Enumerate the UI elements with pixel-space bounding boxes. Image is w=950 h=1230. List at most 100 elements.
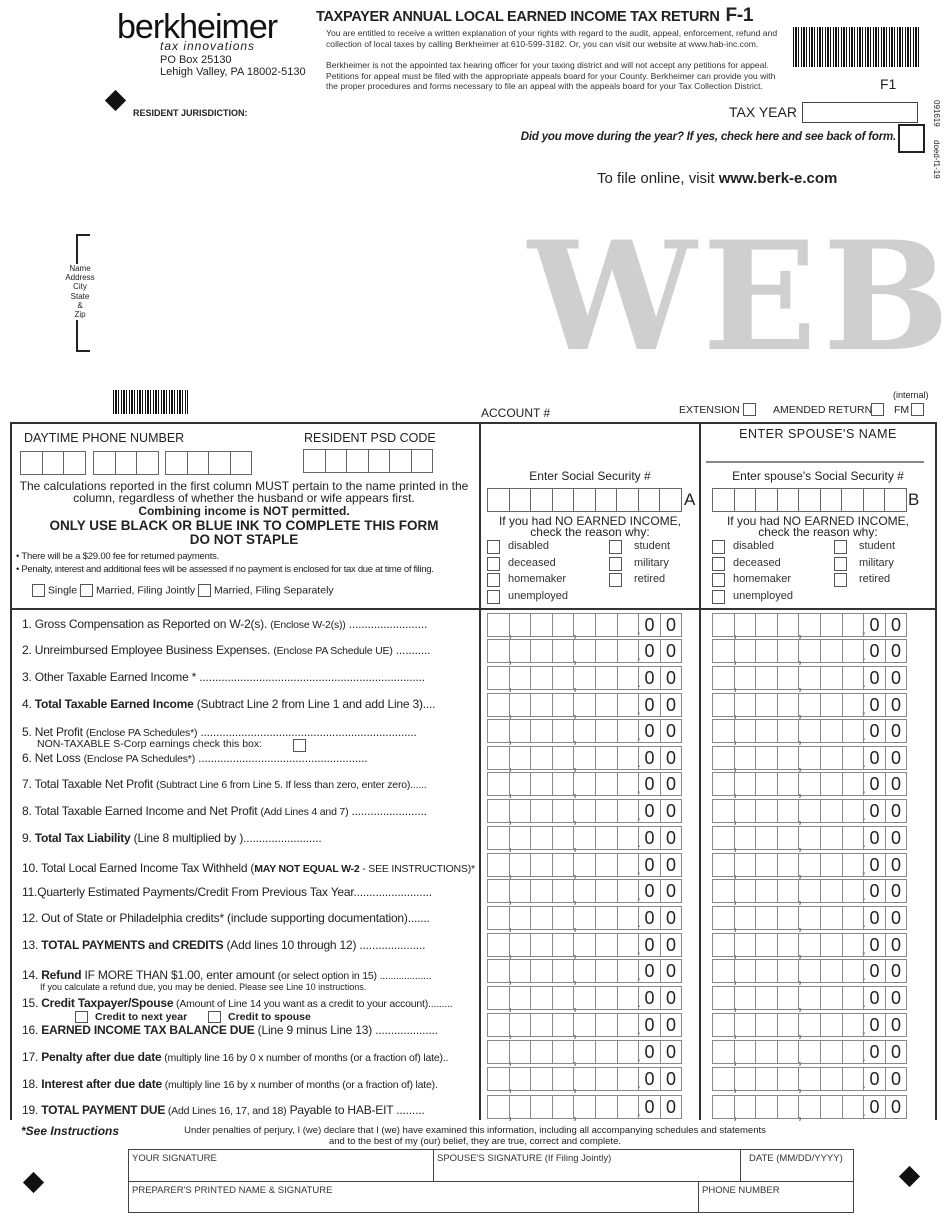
line-13-amount-b[interactable]: 00 — [712, 933, 908, 965]
line-3-amount-a[interactable]: 00 — [487, 666, 683, 698]
line-18-amount-a[interactable]: 00 — [487, 1067, 683, 1099]
amount-digit-cell[interactable] — [530, 746, 553, 770]
file-online-link[interactable]: www.berk-e.com — [718, 170, 838, 187]
amount-digit-cell[interactable] — [733, 639, 757, 663]
line-17-amount-a[interactable]: 00 — [487, 1040, 683, 1072]
amount-digit-cell[interactable] — [551, 906, 576, 938]
amount-digit-cell[interactable] — [594, 666, 618, 690]
amount-digit-cell[interactable] — [755, 1040, 778, 1064]
line-7-amount-b[interactable]: 00 — [712, 772, 908, 804]
cents-cell[interactable]: 0 — [659, 772, 683, 796]
moved-checkbox[interactable] — [898, 124, 925, 153]
amount-digit-cell[interactable] — [712, 1040, 736, 1072]
amount-digit-cell[interactable] — [733, 1013, 757, 1037]
amount-digit-cell[interactable] — [712, 826, 736, 858]
spouse-signature-field[interactable]: SPOUSE'S SIGNATURE (If Filing Jointly) — [434, 1150, 741, 1182]
cents-cell[interactable]: 0 — [863, 719, 886, 743]
amount-digit-cell[interactable] — [798, 1013, 821, 1037]
amount-digit-cell[interactable] — [551, 853, 576, 885]
amount-digit-cell[interactable] — [733, 879, 757, 903]
amount-digit-cell[interactable] — [798, 639, 821, 663]
amount-digit-cell[interactable] — [819, 666, 843, 690]
amount-digit-cell[interactable] — [594, 746, 618, 770]
amount-digit-cell[interactable] — [776, 933, 801, 965]
cents-cell[interactable]: 0 — [638, 933, 661, 957]
cents-cell[interactable]: 0 — [884, 639, 908, 663]
line-1-amount-b[interactable]: 00 — [712, 613, 908, 645]
amount-digit-cell[interactable] — [798, 1040, 821, 1064]
amount-digit-cell[interactable] — [712, 746, 736, 778]
amount-digit-cell[interactable] — [755, 772, 778, 796]
cents-cell[interactable]: 0 — [884, 959, 908, 983]
amount-digit-cell[interactable] — [594, 613, 618, 637]
cents-cell[interactable]: 0 — [638, 772, 661, 796]
cents-cell[interactable]: 0 — [884, 986, 908, 1010]
amount-digit-cell[interactable] — [616, 693, 640, 722]
amount-digit-cell[interactable] — [487, 986, 511, 1018]
cents-cell[interactable]: 0 — [884, 613, 908, 637]
amount-digit-cell[interactable] — [530, 1013, 553, 1037]
amount-digit-cell[interactable] — [755, 906, 778, 930]
amount-digit-cell[interactable] — [530, 772, 553, 796]
amount-digit-cell[interactable] — [798, 853, 821, 877]
amount-digit-cell[interactable] — [819, 826, 843, 850]
spouse-name-input[interactable] — [706, 445, 924, 463]
amount-digit-cell[interactable] — [733, 693, 757, 717]
amount-digit-cell[interactable] — [551, 666, 576, 698]
amount-digit-cell[interactable] — [594, 1013, 618, 1037]
amount-digit-cell[interactable] — [487, 639, 511, 671]
amount-digit-cell[interactable] — [551, 719, 576, 751]
amount-digit-cell[interactable] — [733, 826, 757, 850]
amount-digit-cell[interactable] — [573, 772, 596, 796]
cents-cell[interactable]: 0 — [659, 639, 683, 663]
phone-line-input[interactable] — [165, 451, 252, 475]
amount-digit-cell[interactable] — [487, 666, 511, 698]
amount-digit-cell[interactable] — [487, 719, 511, 751]
amount-digit-cell[interactable] — [551, 933, 576, 965]
amount-digit-cell[interactable] — [776, 693, 801, 725]
amount-digit-cell[interactable] — [776, 853, 801, 885]
amount-digit-cell[interactable] — [616, 666, 640, 695]
amount-digit-cell[interactable] — [841, 639, 865, 668]
s-corp-checkbox[interactable] — [293, 739, 306, 752]
amount-digit-cell[interactable] — [508, 826, 532, 850]
amount-digit-cell[interactable] — [508, 1095, 532, 1119]
amount-digit-cell[interactable] — [594, 719, 618, 743]
amount-digit-cell[interactable] — [551, 1067, 576, 1099]
amount-digit-cell[interactable] — [819, 613, 843, 637]
line-2-amount-a[interactable]: 00 — [487, 639, 683, 671]
amount-digit-cell[interactable] — [616, 959, 640, 988]
amount-digit-cell[interactable] — [733, 959, 757, 983]
amount-digit-cell[interactable] — [776, 719, 801, 751]
amount-digit-cell[interactable] — [508, 1040, 532, 1064]
amount-digit-cell[interactable] — [573, 1067, 596, 1091]
amount-digit-cell[interactable] — [755, 959, 778, 983]
cents-cell[interactable]: 0 — [863, 746, 886, 770]
cents-cell[interactable]: 0 — [638, 826, 661, 850]
amount-digit-cell[interactable] — [573, 959, 596, 983]
amount-digit-cell[interactable] — [530, 826, 553, 850]
amount-digit-cell[interactable] — [508, 772, 532, 796]
amount-digit-cell[interactable] — [551, 693, 576, 725]
amount-digit-cell[interactable] — [776, 639, 801, 671]
cents-cell[interactable]: 0 — [884, 906, 908, 930]
amount-digit-cell[interactable] — [616, 986, 640, 1015]
amount-digit-cell[interactable] — [573, 826, 596, 850]
amount-digit-cell[interactable] — [616, 826, 640, 855]
amount-digit-cell[interactable] — [841, 799, 865, 828]
amount-digit-cell[interactable] — [594, 1067, 618, 1091]
amount-digit-cell[interactable] — [508, 853, 532, 877]
cents-cell[interactable]: 0 — [884, 719, 908, 743]
cents-cell[interactable]: 0 — [884, 799, 908, 823]
amount-digit-cell[interactable] — [487, 1095, 511, 1127]
amount-digit-cell[interactable] — [776, 879, 801, 911]
cents-cell[interactable]: 0 — [638, 906, 661, 930]
amount-digit-cell[interactable] — [530, 1040, 553, 1064]
amount-digit-cell[interactable] — [487, 826, 511, 858]
amount-digit-cell[interactable] — [530, 879, 553, 903]
cents-cell[interactable]: 0 — [884, 1095, 908, 1119]
amount-digit-cell[interactable] — [594, 933, 618, 957]
amount-digit-cell[interactable] — [819, 959, 843, 983]
homemaker-checkbox-col_b[interactable] — [712, 573, 725, 587]
amount-digit-cell[interactable] — [776, 613, 801, 645]
